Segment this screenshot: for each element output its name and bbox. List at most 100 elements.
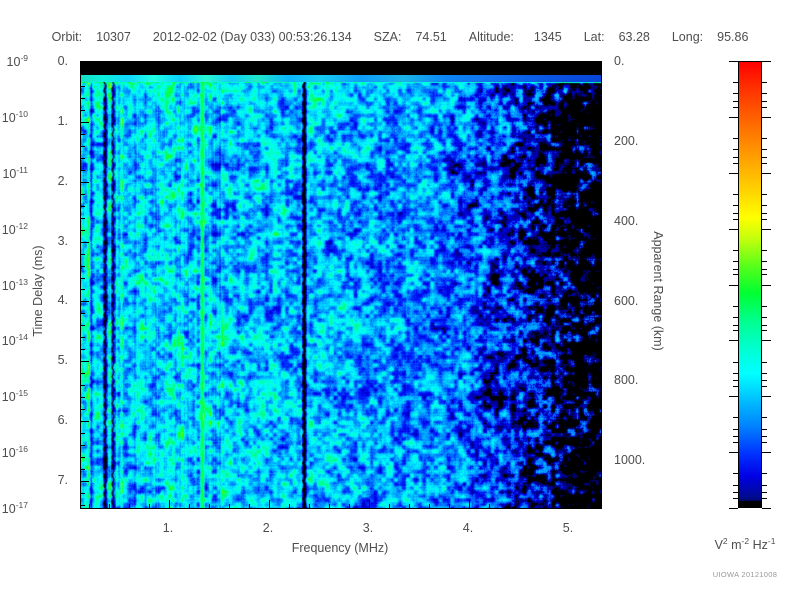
colorbar-minor-tick	[733, 305, 738, 307]
y-major-tick	[81, 121, 89, 123]
y-minor-tick	[81, 457, 85, 459]
colorbar-minor-tick	[733, 138, 738, 140]
colorbar-minor-tick	[733, 212, 738, 214]
colorbar-minor-tick	[733, 101, 738, 102]
orbit-label: Orbit:	[51, 30, 83, 44]
x-minor-tick	[129, 504, 130, 508]
colorbar-minor-tick	[733, 93, 738, 95]
colorbar-major-tick	[729, 452, 738, 454]
y-minor-tick	[81, 169, 85, 171]
colorbar-minor-tick	[762, 497, 767, 499]
colorbar-minor-tick	[762, 101, 767, 102]
colorbar-minor-tick	[762, 193, 767, 195]
y2-tick-label: 200.	[614, 133, 639, 148]
colorbar-minor-tick	[762, 428, 767, 430]
colorbar-minor-tick	[762, 93, 767, 95]
y-minor-tick	[81, 205, 85, 207]
orbit-value: 10307	[96, 30, 131, 44]
y-minor-tick	[81, 145, 85, 147]
x-axis-title: Frequency (MHz)	[291, 541, 389, 555]
colorbar-minor-tick	[733, 156, 738, 158]
y-minor-tick	[81, 289, 85, 291]
plot-axis-ticks	[81, 62, 601, 508]
colorbar-minor-tick	[762, 106, 767, 108]
colorbar-minor-tick	[733, 274, 738, 276]
colorbar-minor-tick	[762, 417, 767, 419]
colorbar-major-tick	[762, 396, 771, 398]
colorbar-major-tick	[729, 284, 738, 286]
spectrogram-plot-area	[80, 61, 602, 509]
colorbar-minor-tick	[733, 417, 738, 419]
colorbar-minor-tick	[733, 193, 738, 195]
colorbar	[738, 61, 762, 508]
x-minor-tick	[349, 504, 350, 508]
x-minor-tick	[229, 504, 230, 508]
colorbar-major-tick	[762, 228, 771, 230]
x-major-tick	[169, 500, 170, 508]
x-minor-tick	[109, 504, 110, 508]
long-value: 95.86	[717, 30, 749, 44]
y2-major-tick	[593, 381, 601, 383]
y-major-tick	[81, 421, 89, 423]
y2-minor-tick	[597, 101, 601, 103]
colorbar-minor-tick	[762, 212, 767, 214]
colorbar-tick-label: 10-11	[2, 164, 28, 181]
colorbar-minor-tick	[762, 436, 767, 438]
y2-major-tick	[593, 221, 601, 223]
colorbar-major-tick	[729, 172, 738, 174]
x-tick-label: 3.	[362, 521, 374, 535]
x-minor-tick	[509, 504, 510, 508]
colorbar-minor-tick	[733, 380, 738, 382]
colorbar-tick-label: 10-13	[1, 276, 28, 293]
colorbar-major-tick	[729, 340, 738, 342]
x-minor-tick	[149, 504, 150, 508]
y-minor-tick	[81, 109, 85, 111]
colorbar-minor-tick	[733, 386, 738, 388]
bright-echo-band	[81, 75, 601, 82]
x-tick-label: 5.	[562, 521, 574, 535]
altitude-label: Altitude:	[468, 30, 514, 44]
y-minor-tick	[81, 493, 85, 495]
lat-value: 63.28	[618, 30, 650, 44]
y2-tick-label: 800.	[614, 373, 639, 388]
colorbar-minor-tick	[733, 218, 738, 220]
sza-label: SZA:	[373, 30, 402, 44]
colorbar-tick-label: 10-14	[1, 332, 28, 349]
colorbar-minor-tick	[762, 361, 767, 363]
y2-axis-title: Apparent Range (km)	[651, 231, 665, 351]
x-minor-tick	[89, 504, 90, 508]
colorbar-minor-tick	[762, 274, 767, 276]
figure-header: Orbit: 10307 2012-02-02 (Day 033) 00:53:26…	[0, 30, 800, 44]
y-minor-tick	[81, 85, 85, 87]
colorbar-minor-tick	[733, 324, 738, 326]
y-minor-tick	[81, 157, 85, 159]
y-minor-tick	[81, 313, 85, 315]
colorbar-major-tick	[762, 172, 771, 174]
spectrogram-image	[81, 62, 601, 508]
x-minor-tick	[409, 504, 410, 508]
x-minor-tick	[549, 504, 550, 508]
x-minor-tick	[429, 504, 430, 508]
colorbar-minor-tick	[762, 138, 767, 140]
y-major-tick	[81, 361, 89, 363]
colorbar-minor-tick	[733, 268, 738, 270]
x-major-tick	[269, 500, 270, 508]
colorbar-minor-tick	[733, 205, 738, 207]
y2-minor-tick	[597, 181, 601, 183]
y-axis-title: Time Delay (ms)	[31, 245, 45, 337]
colorbar-major-tick	[729, 116, 738, 118]
y-minor-tick	[81, 253, 85, 255]
y2-tick-label: 0.	[614, 54, 625, 68]
y-minor-tick	[81, 277, 85, 279]
colorbar-minor-tick	[762, 386, 767, 388]
colorbar-minor-tick	[733, 316, 738, 318]
x-minor-tick	[209, 504, 210, 508]
colorbar-minor-tick	[733, 330, 738, 332]
y-minor-tick	[81, 373, 85, 375]
y-tick-label: 3.	[57, 233, 68, 248]
y-minor-tick	[81, 349, 85, 351]
watermark: UIOWA 20121008	[712, 570, 778, 579]
x-minor-tick	[249, 504, 250, 508]
x-tick-label: 2.	[262, 521, 274, 535]
colorbar-minor-tick	[733, 497, 738, 499]
